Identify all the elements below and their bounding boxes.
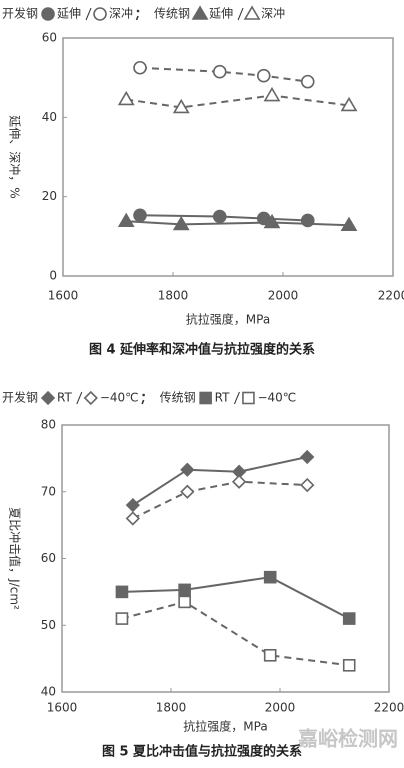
marker: [191, 5, 209, 20]
marker: [212, 209, 227, 224]
legend-group-label: 开发钢: [2, 6, 38, 21]
series-line: [132, 480, 308, 520]
marker: [263, 648, 277, 662]
marker: [178, 595, 191, 609]
legend-label: −40℃: [100, 391, 139, 405]
x-tick-label: 2200: [374, 701, 404, 715]
legend-group-label: 传统钢: [154, 6, 190, 21]
series-line: [132, 456, 308, 506]
series-line: [139, 66, 308, 83]
y-tick-label: 0: [49, 269, 57, 283]
legend-label: 延伸: [209, 7, 233, 21]
y-tick-label: 70: [41, 484, 56, 498]
legend-label: 延伸: [57, 7, 81, 21]
marker: [117, 212, 135, 228]
x-tick-label: 2000: [268, 289, 299, 303]
watermark: 嘉峪检测网: [297, 727, 398, 751]
series-line: [139, 214, 308, 222]
marker: [340, 216, 358, 232]
x-tick-label: 1600: [48, 289, 79, 303]
marker: [263, 213, 281, 229]
marker: [40, 390, 56, 406]
marker: [83, 390, 98, 406]
marker: [263, 570, 277, 584]
y-axis-label: 夏比冲击值，J/cm²: [8, 507, 23, 610]
x-tick-label: 1800: [158, 289, 189, 303]
marker: [178, 583, 191, 597]
marker: [180, 462, 195, 477]
legend-separator: [142, 393, 145, 397]
legend-label: 深冲: [109, 6, 133, 21]
marker: [300, 449, 315, 465]
legend-separator: [237, 7, 244, 21]
marker: [115, 585, 129, 599]
y-tick-label: 20: [42, 189, 57, 203]
marker: [199, 391, 212, 405]
legend-separator: [76, 391, 83, 405]
figure-caption: 图 4 延伸率和深冲值与抗拉强度的关系: [89, 342, 315, 358]
marker: [180, 484, 195, 499]
x-axis-label: 抗拉强度，MPa: [186, 312, 270, 327]
marker: [172, 98, 190, 114]
x-tick-label: 2000: [265, 701, 296, 715]
y-tick-label: 80: [41, 418, 56, 432]
x-tick-label: 1600: [47, 701, 78, 715]
y-tick-label: 60: [42, 31, 57, 45]
plot-frame: [62, 37, 394, 277]
marker: [212, 64, 227, 79]
marker: [125, 511, 140, 526]
legend-separator: [136, 9, 140, 13]
marker: [93, 7, 107, 21]
marker: [125, 497, 140, 513]
marker: [231, 474, 247, 489]
legend-label: −40℃: [257, 391, 296, 405]
y-tick-label: 50: [41, 618, 56, 632]
marker: [117, 90, 135, 106]
legend-separator: [85, 7, 92, 21]
y-tick-label: 40: [42, 110, 57, 124]
x-tick-label: 1800: [156, 701, 187, 715]
legend-group-label: 传统钢: [160, 390, 196, 405]
marker: [133, 60, 147, 75]
legend-label: 深冲: [261, 6, 285, 21]
x-tick-label: 2200: [378, 289, 404, 303]
marker: [300, 74, 315, 89]
marker: [263, 86, 281, 102]
marker: [300, 477, 315, 493]
legend-group-label: 开发钢: [2, 390, 38, 405]
figure-caption: 图 5 夏比冲击值与抗拉强度的关系: [102, 744, 302, 760]
marker: [243, 5, 261, 20]
marker: [115, 612, 129, 625]
marker: [133, 208, 147, 223]
plot-frame: [61, 424, 390, 693]
legend-separator: [233, 391, 240, 405]
series-line: [121, 576, 350, 620]
y-tick-label: 40: [41, 685, 56, 699]
y-axis-label: 延伸、深冲，%: [8, 115, 23, 198]
legend-separator: [141, 399, 145, 405]
series-line: [126, 220, 350, 227]
y-tick-label: 60: [41, 551, 56, 565]
marker: [340, 96, 358, 112]
marker: [256, 68, 271, 83]
series-line: [126, 94, 350, 109]
x-axis-label: 抗拉强度，MPa: [183, 719, 267, 734]
legend-label: RT: [57, 391, 72, 405]
marker: [41, 7, 55, 21]
legend-label: RT: [215, 391, 230, 405]
marker: [342, 612, 356, 625]
marker: [172, 215, 190, 231]
legend-separator: [135, 15, 139, 21]
series-line: [121, 600, 350, 667]
marker: [342, 658, 356, 672]
marker: [242, 391, 255, 405]
